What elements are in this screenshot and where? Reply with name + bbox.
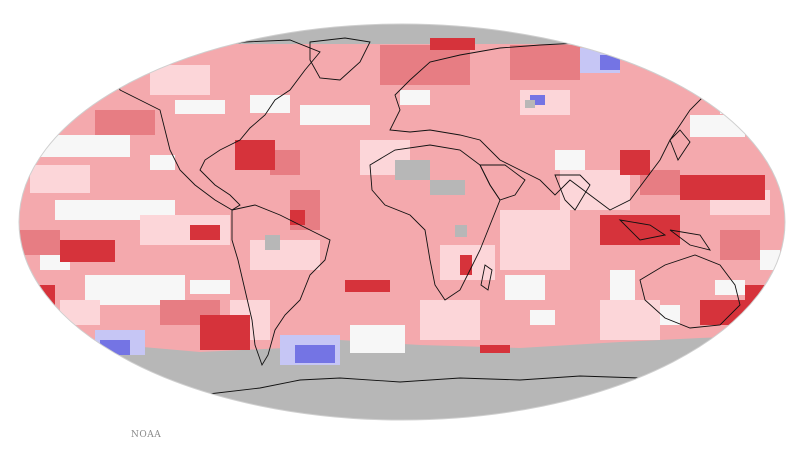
globe-outline xyxy=(18,23,786,421)
land-nodata-cells xyxy=(265,100,535,250)
coast-greenland xyxy=(309,37,371,81)
coast-north-america xyxy=(114,39,321,211)
warm-medium-cells xyxy=(20,45,760,325)
credit-label: NOAA xyxy=(131,430,162,440)
coast-arabia xyxy=(479,164,526,201)
antarctic-nodata xyxy=(19,334,785,420)
coast-new-zealand xyxy=(747,319,771,346)
coast-south-america xyxy=(231,204,331,367)
coast-indonesia xyxy=(618,219,712,251)
coast-africa xyxy=(369,144,501,301)
arctic-nodata xyxy=(19,24,785,44)
coast-india xyxy=(554,174,591,211)
warm-strong-cells xyxy=(30,38,775,353)
coast-madagascar xyxy=(480,264,493,291)
coast-australia xyxy=(639,254,741,329)
coast-japan xyxy=(669,129,691,161)
